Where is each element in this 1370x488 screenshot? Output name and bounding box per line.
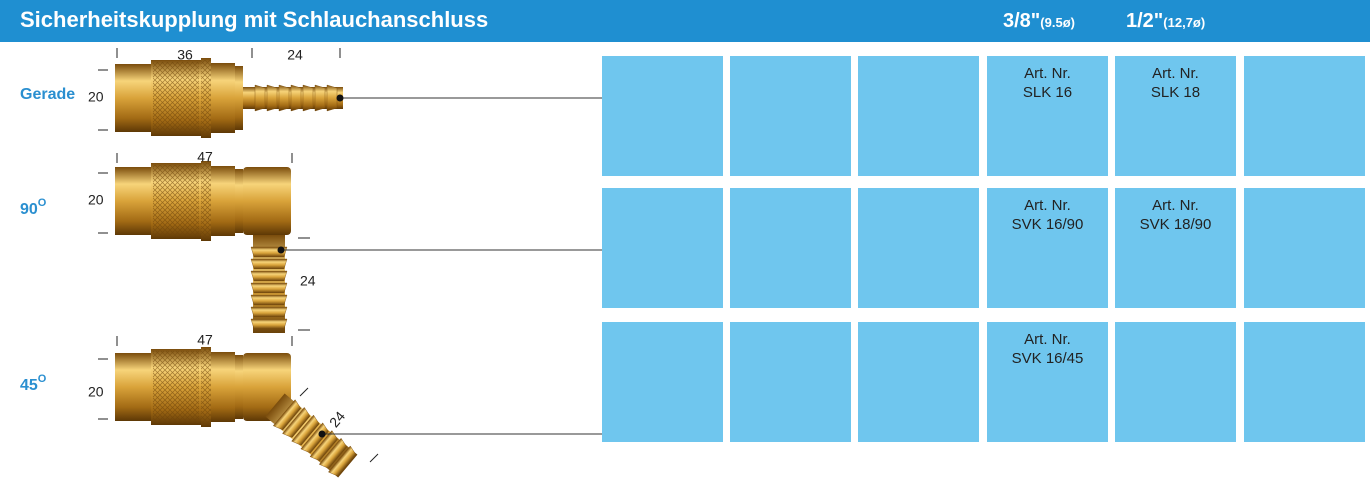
coupling-sleeve — [115, 64, 151, 132]
leader-dot — [278, 247, 285, 254]
hose-barb — [315, 85, 325, 111]
diameter: (12,7ø) — [1163, 15, 1205, 30]
hose-tail — [243, 85, 343, 111]
hose-barb — [251, 295, 287, 305]
hose-barb — [251, 319, 287, 329]
dim-tail: 24 — [300, 273, 316, 289]
row-label: 45O — [20, 373, 47, 394]
catalog-page: Sicherheitskupplung mit Schlauchanschlus… — [0, 0, 1370, 488]
article-label: Art. Nr. — [1152, 65, 1199, 82]
article-cell — [1115, 322, 1236, 442]
coupling — [115, 58, 343, 138]
degree-sign: O — [38, 197, 47, 209]
article-number: SVK 18/90 — [1140, 216, 1212, 233]
article-cell — [1244, 188, 1365, 308]
article-cell — [858, 188, 979, 308]
coupling-knurl-texture — [153, 62, 199, 134]
article-cell — [602, 188, 723, 308]
dim-height: 20 — [88, 384, 104, 400]
article-number: SLK 18 — [1151, 84, 1200, 101]
coupling-nut — [211, 166, 235, 236]
article-label: Art. Nr. — [1152, 197, 1199, 214]
elbow-block — [243, 167, 291, 235]
row-label: Gerade — [20, 86, 75, 103]
hose-barb — [255, 85, 265, 111]
dim-tail: 24 — [326, 408, 348, 430]
article-cell — [858, 56, 979, 176]
hose-barb — [251, 307, 287, 317]
article-label: Art. Nr. — [1024, 331, 1071, 348]
article-cell — [858, 322, 979, 442]
hose-barb — [267, 85, 277, 111]
coupling-ring-knurl — [201, 60, 211, 136]
hose-barb — [327, 85, 337, 111]
coupling — [115, 347, 359, 479]
dim-height: 20 — [88, 192, 104, 208]
size: 3/8" — [1003, 10, 1040, 32]
dim-tail: 24 — [287, 47, 303, 63]
coupling-sleeve — [115, 167, 151, 235]
hose-barb — [279, 85, 289, 111]
article-cell — [730, 56, 851, 176]
coupling-nut — [211, 352, 235, 422]
title: Sicherheitskupplung mit Schlauchanschlus… — [20, 7, 488, 32]
coupling-collar — [235, 66, 243, 130]
article-cell — [730, 188, 851, 308]
hose-tail — [264, 392, 359, 479]
coupling-collar — [235, 169, 243, 233]
article-label: Art. Nr. — [1024, 197, 1071, 214]
dimension-mark — [300, 388, 308, 396]
article-cell — [602, 56, 723, 176]
dim-body: 36 — [177, 47, 193, 63]
hose-barb — [303, 85, 313, 111]
row-label-text: Gerade — [20, 86, 75, 103]
coupling-ring-knurl — [201, 163, 211, 239]
coupling-sleeve — [115, 353, 151, 421]
dim-body: 47 — [197, 332, 213, 348]
row-label: 90O — [20, 197, 47, 218]
hose-barb — [251, 259, 287, 269]
article-cell — [1244, 56, 1365, 176]
degree-sign: O — [38, 373, 47, 385]
coupling-ring-knurl — [201, 349, 211, 425]
article-label: Art. Nr. — [1024, 65, 1071, 82]
article-number: SLK 16 — [1023, 84, 1072, 101]
coupling — [115, 161, 291, 333]
hose-barb — [251, 271, 287, 281]
dim-body: 47 — [197, 149, 213, 165]
row-label-text: 45 — [20, 377, 38, 394]
article-cell — [1244, 322, 1365, 442]
coupling-collar — [235, 355, 243, 419]
leader-dot — [319, 431, 326, 438]
article-number: SVK 16/45 — [1012, 350, 1084, 367]
article-cell — [602, 322, 723, 442]
article-number: SVK 16/90 — [1012, 216, 1084, 233]
hose-barb — [251, 283, 287, 293]
diameter: (9.5ø) — [1040, 15, 1075, 30]
row-label-text: 90 — [20, 201, 38, 218]
leader-dot — [337, 95, 344, 102]
dimension-mark — [370, 454, 378, 462]
dim-height: 20 — [88, 89, 104, 105]
coupling-knurl-texture — [153, 351, 199, 423]
coupling-nut — [211, 63, 235, 133]
coupling-knurl-texture — [153, 165, 199, 237]
size: 1/2" — [1126, 10, 1163, 32]
article-cell — [730, 322, 851, 442]
hose-barb — [291, 85, 301, 111]
